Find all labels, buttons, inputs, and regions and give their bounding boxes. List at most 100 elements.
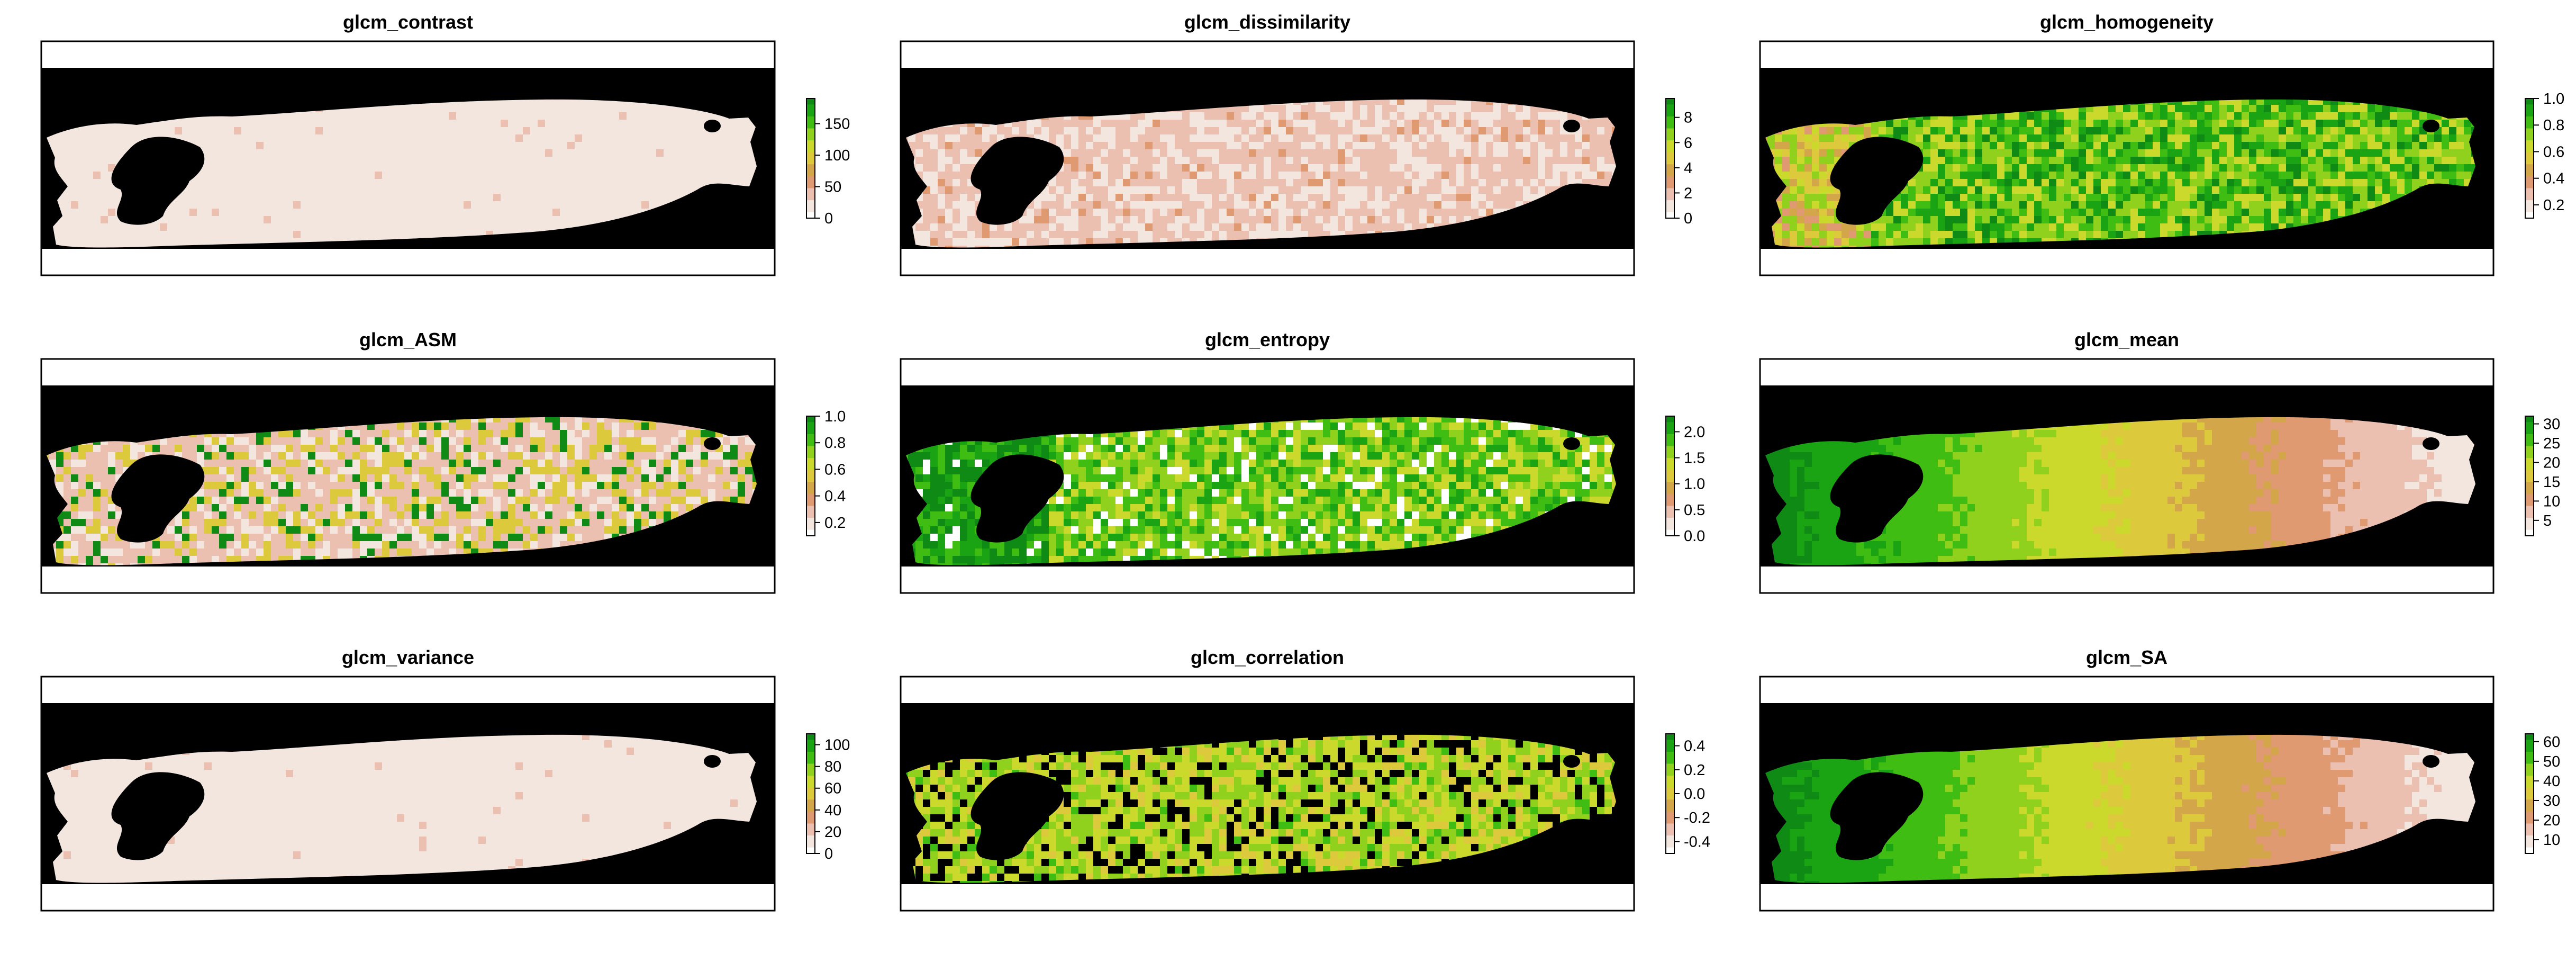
colorbar-tick-label: 0.8	[824, 435, 846, 452]
water-mask	[704, 437, 721, 450]
colorbar-tick-label: 1.0	[824, 408, 846, 425]
colorbar-tick-label: 100	[824, 147, 850, 164]
panel-glcm_homogeneity: glcm_homogeneity 0.2 0.4 0.6 0.8 1.0	[1759, 11, 2564, 276]
water-mask	[1563, 437, 1580, 450]
water-mask	[1563, 120, 1580, 132]
water-mask	[1830, 454, 1924, 543]
colorbar-tick-label: 0.8	[2543, 117, 2564, 134]
water-mask	[1830, 772, 1924, 860]
colorbar-tick-label: 60	[2543, 734, 2560, 751]
colorbar-tick-label: 0	[824, 210, 833, 227]
colorbar-tick-label: 30	[2543, 793, 2560, 810]
panel-glcm_entropy: glcm_entropy 0.0 0.5 1.0 1.5 2.0	[900, 329, 1705, 594]
colorbar-tick-label: 40	[824, 802, 841, 819]
colorbar-tick-label: 0.4	[2543, 170, 2564, 187]
colorbar-tick-label: 8	[1684, 110, 1692, 127]
colorbar: 0.0 0.5 1.0 1.5 2.0	[1665, 416, 1705, 545]
colorbar-tick-label: 40	[2543, 773, 2560, 790]
panel-glcm_mean: glcm_mean 5 10 15 20 25 30	[1759, 329, 2560, 594]
colorbar-tick-label: 80	[824, 759, 841, 776]
colorbar-tick-label: 4	[1684, 160, 1692, 177]
colorbar-tick-label: 1.0	[1684, 476, 1705, 493]
colorbar-tick-label: 0.0	[1684, 786, 1705, 803]
panel-frame	[900, 676, 1635, 912]
colorbar-tick-label: 6	[1684, 134, 1692, 151]
colorbar-tick-label: 10	[2543, 493, 2560, 510]
panel-glcm_dissimilarity: glcm_dissimilarity 0 2 4 6 8	[900, 11, 1692, 276]
panel-frame	[1759, 358, 2495, 594]
water-mask	[1563, 755, 1580, 768]
colorbar: 0.2 0.4 0.6 0.8 1.0	[806, 408, 846, 536]
water-mask	[111, 454, 205, 543]
colorbar-tick-label: 0.2	[1684, 762, 1705, 779]
water-mask	[704, 755, 721, 768]
panel-frame	[1759, 676, 2495, 912]
colorbar-tick-label: 0.0	[1684, 528, 1705, 545]
panel-title: glcm_SA	[2086, 646, 2167, 668]
colorbar-tick-label: 30	[2543, 416, 2560, 433]
panel-glcm_variance: glcm_variance 0 20 40 60 80 100	[40, 646, 850, 912]
colorbar-tick-label: 1.5	[1684, 450, 1705, 467]
panel-glcm_ASM: glcm_ASM 0.2 0.4 0.6 0.8 1.0	[40, 329, 846, 594]
colorbar-tick-label: 20	[2543, 454, 2560, 471]
panel-title: glcm_variance	[342, 646, 474, 668]
colorbar-tick-label: 0.4	[1684, 738, 1705, 755]
colorbar-tick-label: 0.5	[1684, 502, 1705, 519]
panel-title: glcm_contrast	[343, 11, 473, 33]
panel-title: glcm_homogeneity	[2040, 11, 2214, 33]
panel-frame	[40, 40, 776, 276]
colorbar-tick-label: 2.0	[1684, 424, 1705, 440]
panel-title: glcm_mean	[2074, 329, 2179, 350]
colorbar-tick-label: 5	[2543, 513, 2552, 529]
colorbar-tick-label: -0.4	[1684, 833, 1710, 850]
panel-frame	[900, 358, 1635, 594]
panel-glcm_correlation: glcm_correlation -0.4 -0.2 0.0 0.2 0.4	[900, 646, 1710, 912]
colorbar-tick-label: 0	[1684, 210, 1692, 227]
panel-title: glcm_correlation	[1191, 646, 1344, 668]
panel-glcm_contrast: glcm_contrast 0 50 100 150	[40, 11, 850, 276]
colorbar-tick-label: 50	[2543, 753, 2560, 770]
colorbar-tick-label: 25	[2543, 435, 2560, 452]
water-mask	[970, 137, 1064, 225]
colorbar: -0.4 -0.2 0.0 0.2 0.4	[1665, 733, 1710, 854]
panel-frame	[40, 358, 776, 594]
colorbar-tick-label: -0.2	[1684, 810, 1710, 826]
colorbar-tick-label: 0.6	[2543, 143, 2564, 160]
colorbar-tick-label: 0	[824, 846, 833, 862]
colorbar-tick-label: 2	[1684, 185, 1692, 202]
colorbar-tick-label: 150	[824, 116, 850, 133]
water-mask	[111, 772, 205, 860]
colorbar-tick-label: 15	[2543, 474, 2560, 491]
colorbar: 0 50 100 150	[806, 98, 850, 227]
colorbar: 0 2 4 6 8	[1665, 98, 1692, 227]
water-mask	[970, 772, 1064, 860]
panel-title: glcm_dissimilarity	[1184, 11, 1350, 33]
colorbar-tick-label: 50	[824, 179, 841, 196]
water-mask	[2423, 437, 2439, 450]
colorbar-tick-label: 10	[2543, 832, 2560, 849]
colorbar: 10 20 30 40 50 60	[2525, 733, 2560, 854]
colorbar-tick-label: 0.2	[2543, 197, 2564, 214]
colorbar-tick-label: 60	[824, 780, 841, 797]
panel-title: glcm_ASM	[359, 329, 457, 350]
water-mask	[704, 120, 721, 132]
water-mask	[111, 137, 205, 225]
panel-frame	[1759, 40, 2495, 276]
colorbar-tick-label: 20	[824, 824, 841, 841]
colorbar: 5 10 15 20 25 30	[2525, 416, 2560, 536]
colorbar-tick-label: 0.6	[824, 461, 846, 478]
colorbar-tick-label: 20	[2543, 812, 2560, 829]
water-mask	[2423, 120, 2439, 132]
panel-title: glcm_entropy	[1205, 329, 1330, 350]
water-mask	[970, 454, 1064, 543]
panel-frame	[40, 676, 776, 912]
water-mask	[2423, 755, 2439, 768]
colorbar-tick-label: 100	[824, 737, 850, 754]
colorbar-tick-label: 0.2	[824, 515, 846, 532]
colorbar: 0 20 40 60 80 100	[806, 733, 850, 862]
colorbar-tick-label: 0.4	[824, 488, 846, 505]
panel-frame	[900, 40, 1635, 276]
panel-glcm_SA: glcm_SA 10 20 30 40 50 60	[1759, 646, 2560, 912]
